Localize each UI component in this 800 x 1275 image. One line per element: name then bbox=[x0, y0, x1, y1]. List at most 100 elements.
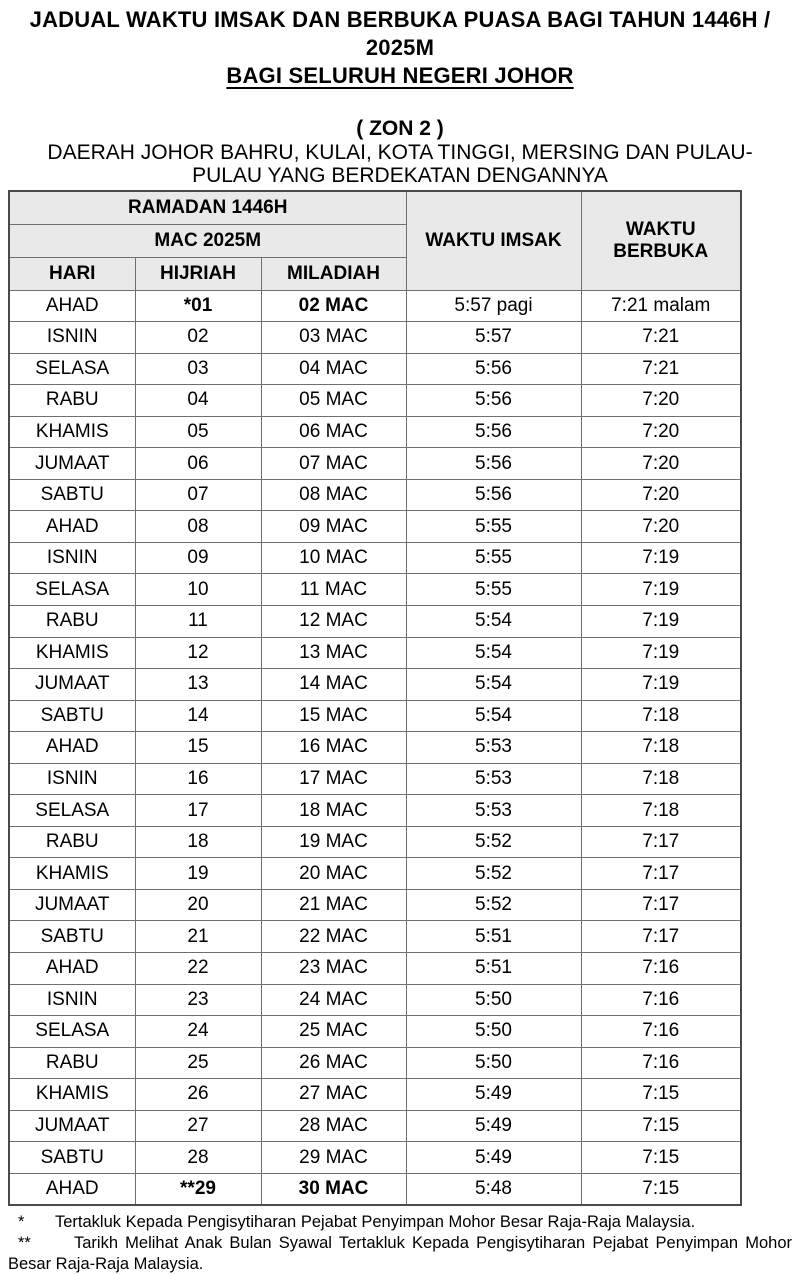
prayer-times-table: RAMADAN 1446H WAKTU IMSAK WAKTU BERBUKA … bbox=[8, 190, 742, 1206]
cell-imsak: 5:54 bbox=[405, 668, 582, 701]
cell-miladiah: 23 MAC bbox=[260, 951, 407, 985]
cell-imsak: 5:50 bbox=[405, 1046, 582, 1080]
cell-hari: AHAD bbox=[8, 951, 136, 985]
cell-berbuka: 7:21 bbox=[580, 321, 742, 354]
table-row: RABU 04 05 MAC 5:56 7:20 bbox=[8, 384, 742, 417]
cell-miladiah: 05 MAC bbox=[260, 384, 407, 417]
cell-hijriah: **29 bbox=[134, 1172, 262, 1206]
cell-imsak: 5:50 bbox=[405, 1015, 582, 1048]
cell-berbuka: 7:15 bbox=[580, 1141, 742, 1174]
table-row: ISNIN 02 03 MAC 5:57 7:21 bbox=[8, 321, 742, 354]
cell-imsak: 5:51 bbox=[405, 920, 582, 953]
cell-berbuka: 7:21 bbox=[580, 352, 742, 386]
header-waktu-imsak: WAKTU IMSAK bbox=[405, 190, 582, 291]
cell-hijriah: 07 bbox=[134, 478, 262, 512]
cell-berbuka: 7:16 bbox=[580, 1015, 742, 1048]
cell-miladiah: 14 MAC bbox=[260, 668, 407, 701]
cell-hari: KHAMIS bbox=[8, 857, 136, 890]
table-row: AHAD **29 30 MAC 5:48 7:15 bbox=[8, 1172, 742, 1206]
cell-hari: KHAMIS bbox=[8, 636, 136, 670]
cell-hari: RABU bbox=[8, 1046, 136, 1080]
table-row: SELASA 10 11 MAC 5:55 7:19 bbox=[8, 573, 742, 606]
cell-imsak: 5:52 bbox=[405, 857, 582, 890]
cell-miladiah: 20 MAC bbox=[260, 857, 407, 890]
cell-imsak: 5:56 bbox=[405, 415, 582, 449]
cell-hari: ISNIN bbox=[8, 541, 136, 575]
cell-berbuka: 7:20 bbox=[580, 510, 742, 543]
footnote-text: Tertakluk Kepada Pengisytiharan Pejabat … bbox=[55, 1212, 696, 1231]
footnote-text: Tarikh Melihat Anak Bulan Syawal Tertakl… bbox=[8, 1233, 792, 1273]
cell-imsak: 5:48 bbox=[405, 1172, 582, 1206]
cell-imsak: 5:56 bbox=[405, 384, 582, 417]
cell-berbuka: 7:16 bbox=[580, 1046, 742, 1080]
cell-miladiah: 27 MAC bbox=[260, 1078, 407, 1111]
table-row: KHAMIS 05 06 MAC 5:56 7:20 bbox=[8, 415, 742, 449]
footnote-marker: * bbox=[18, 1212, 25, 1231]
cell-hari: ISNIN bbox=[8, 762, 136, 796]
district-line-1: DAERAH JOHOR BAHRU, KULAI, KOTA TINGGI, … bbox=[47, 141, 753, 164]
cell-miladiah: 15 MAC bbox=[260, 699, 407, 733]
table-row: JUMAAT 27 28 MAC 5:49 7:15 bbox=[8, 1109, 742, 1143]
cell-miladiah: 25 MAC bbox=[260, 1015, 407, 1048]
cell-miladiah: 17 MAC bbox=[260, 762, 407, 796]
cell-imsak: 5:56 bbox=[405, 352, 582, 386]
cell-berbuka: 7:17 bbox=[580, 825, 742, 859]
cell-berbuka: 7:16 bbox=[580, 951, 742, 985]
cell-berbuka: 7:19 bbox=[580, 668, 742, 701]
cell-hijriah: 19 bbox=[134, 857, 262, 890]
cell-hari: SABTU bbox=[8, 1141, 136, 1174]
cell-hari: RABU bbox=[8, 384, 136, 417]
cell-miladiah: 08 MAC bbox=[260, 478, 407, 512]
cell-hijriah: 06 bbox=[134, 447, 262, 480]
cell-berbuka: 7:20 bbox=[580, 478, 742, 512]
cell-berbuka: 7:20 bbox=[580, 384, 742, 417]
cell-berbuka: 7:18 bbox=[580, 731, 742, 764]
cell-hari: RABU bbox=[8, 825, 136, 859]
cell-imsak: 5:54 bbox=[405, 699, 582, 733]
cell-hijriah: 24 bbox=[134, 1015, 262, 1048]
cell-hijriah: 18 bbox=[134, 825, 262, 859]
cell-miladiah: 09 MAC bbox=[260, 510, 407, 543]
cell-berbuka: 7:18 bbox=[580, 794, 742, 827]
cell-hijriah: 10 bbox=[134, 573, 262, 606]
cell-hijriah: 12 bbox=[134, 636, 262, 670]
table-row: RABU 18 19 MAC 5:52 7:17 bbox=[8, 825, 742, 859]
cell-hijriah: 22 bbox=[134, 951, 262, 985]
cell-hijriah: 25 bbox=[134, 1046, 262, 1080]
cell-hijriah: 23 bbox=[134, 983, 262, 1017]
cell-imsak: 5:57 bbox=[405, 321, 582, 354]
table-row: AHAD 15 16 MAC 5:53 7:18 bbox=[8, 731, 742, 764]
cell-hari: SELASA bbox=[8, 352, 136, 386]
cell-hijriah: 13 bbox=[134, 668, 262, 701]
table-row: AHAD *01 02 MAC 5:57 pagi 7:21 malam bbox=[8, 289, 742, 323]
table-row: JUMAAT 06 07 MAC 5:56 7:20 bbox=[8, 447, 742, 480]
table-row: JUMAAT 20 21 MAC 5:52 7:17 bbox=[8, 888, 742, 922]
cell-hijriah: 04 bbox=[134, 384, 262, 417]
cell-miladiah: 12 MAC bbox=[260, 604, 407, 638]
header-hijriah: HIJRIAH bbox=[134, 256, 262, 291]
cell-hari: ISNIN bbox=[8, 983, 136, 1017]
cell-hari: RABU bbox=[8, 604, 136, 638]
cell-hijriah: 02 bbox=[134, 321, 262, 354]
cell-hari: ISNIN bbox=[8, 321, 136, 354]
header-row-mac: MAC 2025M bbox=[8, 223, 741, 258]
table-row: SELASA 03 04 MAC 5:56 7:21 bbox=[8, 352, 742, 386]
cell-miladiah: 10 MAC bbox=[260, 541, 407, 575]
cell-berbuka: 7:15 bbox=[580, 1172, 742, 1206]
cell-miladiah: 02 MAC bbox=[260, 289, 407, 323]
cell-hari: SELASA bbox=[8, 573, 136, 606]
cell-berbuka: 7:18 bbox=[580, 762, 742, 796]
cell-hari: AHAD bbox=[8, 731, 136, 764]
cell-hijriah: 26 bbox=[134, 1078, 262, 1111]
table-row: SABTU 21 22 MAC 5:51 7:17 bbox=[8, 920, 742, 953]
cell-hari: AHAD bbox=[8, 289, 136, 323]
cell-hijriah: 14 bbox=[134, 699, 262, 733]
table-row: ISNIN 23 24 MAC 5:50 7:16 bbox=[8, 983, 742, 1017]
page-title-line-1: JADUAL WAKTU IMSAK DAN BERBUKA PUASA BAG… bbox=[29, 7, 771, 60]
header-row-columns: HARI HIJRIAH MILADIAH bbox=[8, 256, 741, 291]
cell-hari: JUMAAT bbox=[8, 888, 136, 922]
cell-berbuka: 7:19 bbox=[580, 636, 742, 670]
cell-hari: KHAMIS bbox=[8, 415, 136, 449]
cell-imsak: 5:54 bbox=[405, 636, 582, 670]
